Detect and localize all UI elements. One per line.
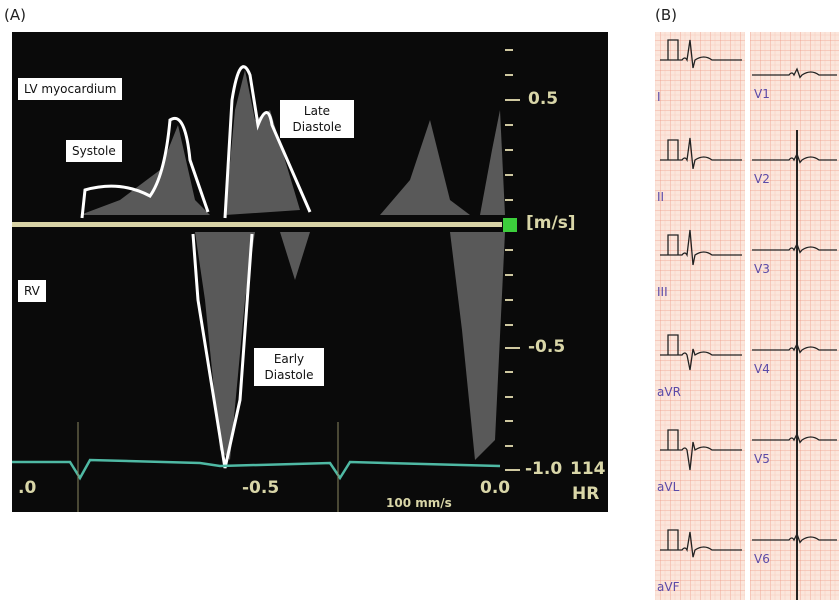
- limb-lead-trace: [660, 348, 742, 371]
- limb-lead-trace: [660, 441, 742, 471]
- lead-label: II: [657, 190, 665, 204]
- annotation: RV: [18, 280, 46, 302]
- lead-label: V2: [754, 172, 770, 186]
- chest-lead-trace: [752, 152, 837, 164]
- chest-lead-trace: [752, 532, 837, 544]
- time-markers: [77, 422, 339, 512]
- limb-lead-trace: [660, 229, 742, 266]
- baseline: [12, 222, 502, 227]
- heart-rate: 114: [570, 459, 606, 479]
- annotation: Late Diastole: [280, 100, 354, 138]
- lead-label: V3: [754, 262, 770, 276]
- lead-label: V1: [754, 87, 770, 101]
- doppler-spectrum: [80, 70, 505, 460]
- chest-lead-trace: [752, 242, 837, 254]
- time-label: -0.5: [242, 478, 280, 498]
- scale-ticks: [505, 49, 520, 471]
- chest-lead-trace: [752, 342, 837, 354]
- calibration-pulse: [667, 334, 679, 355]
- ecg-trace: [12, 458, 501, 481]
- velocity-label: -1.0: [525, 459, 563, 479]
- baseline-marker: [503, 218, 517, 232]
- lead-label: V4: [754, 362, 770, 376]
- time-label: .0: [18, 478, 37, 498]
- lead-label: aVR: [657, 385, 681, 399]
- annotation: LV myocardium: [18, 78, 123, 100]
- limb-strip: [655, 32, 745, 600]
- chest-strip: [750, 32, 839, 600]
- early-diastole-outline: [191, 233, 254, 469]
- velocity-label: -0.5: [528, 337, 566, 357]
- calibration-pulse: [667, 529, 679, 550]
- late-diastole-outline: [223, 65, 312, 219]
- velocity-label: 0.5: [528, 89, 559, 109]
- lead-label: V5: [754, 452, 770, 466]
- heart-rate-label: HR: [572, 484, 600, 504]
- chest-lead-trace: [752, 432, 837, 444]
- lead-label: aVF: [657, 580, 680, 594]
- calibration-pulse: [667, 234, 679, 255]
- limb-lead-trace: [660, 39, 742, 69]
- velocity-label: [m/s]: [526, 213, 576, 233]
- panel-label: (A): [4, 6, 26, 24]
- annotation: Systole: [66, 140, 122, 162]
- calibration-pulse: [667, 429, 679, 450]
- limb-lead-trace: [660, 531, 742, 558]
- lead-label: aVL: [657, 480, 680, 494]
- limb-lead-trace: [660, 137, 742, 169]
- calibration-pulse: [667, 139, 679, 160]
- chest-lead-trace: [752, 67, 837, 79]
- calibration-pulse: [667, 39, 679, 60]
- systole-outline: [80, 116, 210, 219]
- lead-label: I: [657, 90, 661, 104]
- panel-label: (B): [655, 6, 677, 24]
- annotation: Early Diastole: [254, 348, 324, 386]
- lead-label: III: [657, 285, 668, 299]
- ecg-traces: [660, 39, 837, 558]
- sweep-speed: 100 mm/s: [386, 496, 452, 510]
- lead-label: V6: [754, 552, 770, 566]
- time-label: 0.0: [480, 478, 511, 498]
